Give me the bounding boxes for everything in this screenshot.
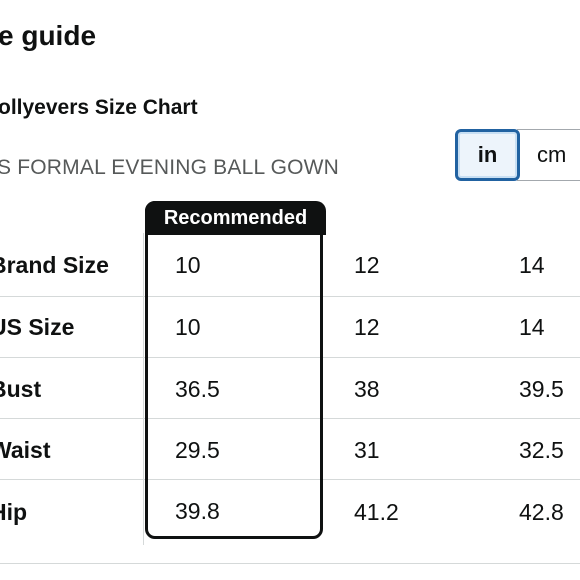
table-cell: 38 <box>354 376 380 402</box>
page-title: e guide <box>0 20 97 51</box>
table-cell: 41.2 <box>354 499 399 525</box>
table-cell: 39.8 <box>175 498 220 524</box>
table-cell: 42.8 <box>519 499 564 525</box>
row-label-brand-size: Brand Size <box>0 252 109 278</box>
table-cell: 14 <box>519 314 545 340</box>
table-cell: 14 <box>519 252 545 278</box>
row-divider <box>0 418 580 419</box>
unit-in-button[interactable]: in <box>455 129 520 181</box>
recommended-column-highlight <box>145 201 323 539</box>
table-cell: 31 <box>354 437 380 463</box>
table-cell: 12 <box>354 252 380 278</box>
recommended-badge: Recommended <box>145 201 326 235</box>
table-cell: 12 <box>354 314 380 340</box>
table-cell: 32.5 <box>519 437 564 463</box>
size-chart-title: ollyevers Size Chart <box>0 96 198 119</box>
table-cell: 29.5 <box>175 437 220 463</box>
row-divider <box>0 357 580 358</box>
row-label-us-size: US Size <box>0 314 75 340</box>
row-divider <box>0 296 580 297</box>
table-cell: 10 <box>175 252 201 278</box>
column-divider <box>143 233 144 545</box>
table-cell: 10 <box>175 314 201 340</box>
product-name: S FORMAL EVENING BALL GOWN <box>0 156 340 179</box>
unit-toggle: in cm <box>455 129 580 181</box>
row-divider <box>0 479 580 480</box>
table-bottom-border <box>0 563 580 564</box>
unit-cm-button[interactable]: cm <box>517 129 580 181</box>
table-cell: 36.5 <box>175 376 220 402</box>
row-label-waist: Waist <box>0 437 51 463</box>
row-label-hip: Hip <box>0 499 28 525</box>
table-cell: 39.5 <box>519 376 564 402</box>
row-label-bust: Bust <box>0 376 42 402</box>
